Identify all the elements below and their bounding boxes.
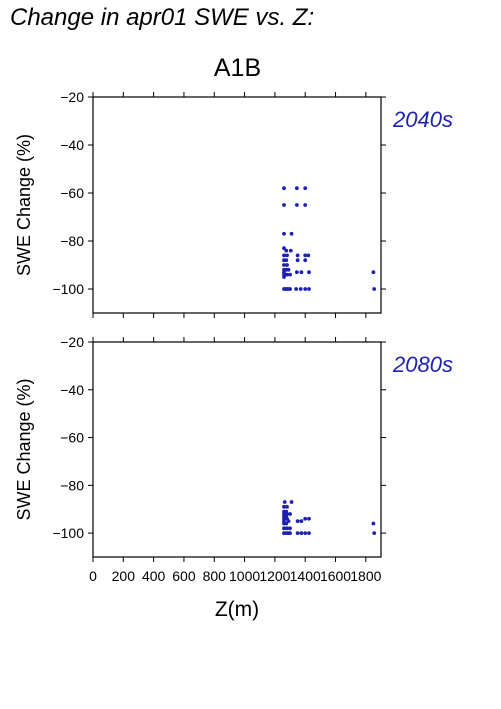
panel-2040s-data-point <box>288 248 293 253</box>
panel-2040s-data-point <box>286 267 291 272</box>
panel-2080s-xtick-label: 1400 <box>290 568 321 584</box>
panel-2040s-data-point <box>294 270 299 275</box>
panel-2080s-ytick-label: −100 <box>52 525 84 541</box>
panel-2040s-ytick-label: −100 <box>52 281 84 297</box>
scenario-label: A1B <box>213 54 262 82</box>
panel-2080s-data-point <box>299 519 304 524</box>
panel-2040s-data-point <box>306 253 311 258</box>
panel-2040s-data-point <box>289 231 294 236</box>
panel-2080s-data-point <box>372 531 377 536</box>
panel-2040s-period-label: 2040s <box>392 107 453 132</box>
panel-2080s-xtick-label: 1600 <box>320 568 351 584</box>
panel-2080s-data-point <box>284 521 289 526</box>
panel-2080s-data-point <box>282 504 286 509</box>
panel-2040s-data-point <box>299 270 304 275</box>
panel-2040s-ytick-label: −20 <box>60 89 84 105</box>
panel-2040s-data-point <box>284 248 289 253</box>
panel-2040s-data-point <box>298 287 303 291</box>
panel-2080s-ytick-label: −40 <box>60 382 84 398</box>
panel-2040s-data-point <box>303 186 308 191</box>
panel-2040s-data-point <box>294 203 299 207</box>
panel-2080s-data-point <box>295 519 300 524</box>
panel-2080s-data-point <box>295 531 300 536</box>
panel-2040s-data-point <box>294 186 299 191</box>
panel-2080s-data-point <box>303 531 308 536</box>
panel-2080s-xtick-label: 400 <box>142 568 166 584</box>
panel-2080s-data-point <box>299 531 304 536</box>
panel-2040s-data-point <box>303 258 308 263</box>
panel-2080s-ytick-label: −20 <box>60 334 84 350</box>
panel-2040s-data-point <box>282 253 286 258</box>
panel-2040s-data-point <box>294 287 299 291</box>
panel-2080s-xtick-label: 0 <box>89 568 97 584</box>
panel-2080s-data-point <box>285 526 289 531</box>
panel-2040s-data-point <box>282 246 286 251</box>
panel-2080s-data-point <box>282 500 287 504</box>
panel-2040s-data-point <box>282 275 286 279</box>
panel-2080s-ylabel: SWE Change (%) <box>14 378 34 520</box>
panel-2040s-data-point <box>307 270 311 275</box>
panel-2080s-xtick-label: 1200 <box>259 568 290 584</box>
panel-2040s-data-point <box>282 186 286 191</box>
panel-2040s-data-point <box>285 272 289 277</box>
panel-2080s-data-point <box>282 526 286 531</box>
panel-2040s-data-point <box>285 263 289 267</box>
figure-title: Change in apr01 SWE vs. Z: <box>10 4 315 31</box>
panel-2040s-data-point <box>307 287 311 291</box>
panel-2080s-xtick-label: 200 <box>112 568 136 584</box>
panel-2080s-data-point <box>286 519 291 524</box>
panel-2040s-data-point <box>288 287 292 291</box>
panel-2080s-xtick-label: 600 <box>172 568 196 584</box>
panel-2080s-data-point <box>285 504 289 509</box>
panel-2040s-data-point <box>282 263 286 267</box>
panel-2080s-xlabel: Z(m) <box>215 598 259 621</box>
panel-2040s-ytick-label: −40 <box>60 137 84 153</box>
panel-2040s-data-point <box>303 287 308 291</box>
panel-2080s-data-point <box>371 521 376 526</box>
panel-2080s-xtick-label: 1000 <box>229 568 260 584</box>
panel-2080s-data-point <box>288 526 292 531</box>
panel-2040s-data-point <box>371 270 376 275</box>
panel-2040s-ytick-label: −60 <box>60 185 84 201</box>
panel-2040s-data-point <box>282 203 286 207</box>
panel-2040s-data-point <box>303 203 308 207</box>
panel-2040s-data-point <box>284 258 289 263</box>
panel-2080s-data-point <box>307 516 311 521</box>
panel-2080s-data-point <box>303 516 308 521</box>
panel-2040s-ylabel: SWE Change (%) <box>14 134 34 276</box>
panel-2080s-xtick-label: 800 <box>203 568 227 584</box>
panel-2080s-ytick-label: −80 <box>60 477 84 493</box>
panel-2080s-xtick-label: 1800 <box>350 568 381 584</box>
panel-2040s-data-point <box>295 253 300 258</box>
panel-2080s-data-point <box>289 500 294 504</box>
panel-2080s-data-point <box>288 512 292 516</box>
panel-2040s-data-point <box>285 253 289 258</box>
panel-2080s-ytick-label: −60 <box>60 430 84 446</box>
panel-2040s-ytick-label: −80 <box>60 233 84 249</box>
panel-2080s-data-point <box>307 531 311 536</box>
panel-2040s-data-point <box>282 231 286 236</box>
panel-2080s-data-point <box>288 531 292 536</box>
panel-2080s-period-label: 2080s <box>392 352 453 377</box>
panel-2080s-frame <box>92 341 382 558</box>
panel-2040s-frame <box>92 96 382 314</box>
panel-2040s-data-point <box>372 287 377 291</box>
panel-2040s-data-point <box>295 258 300 263</box>
panel-2040s-data-point <box>303 253 308 258</box>
panel-2040s-data-point <box>288 272 292 277</box>
